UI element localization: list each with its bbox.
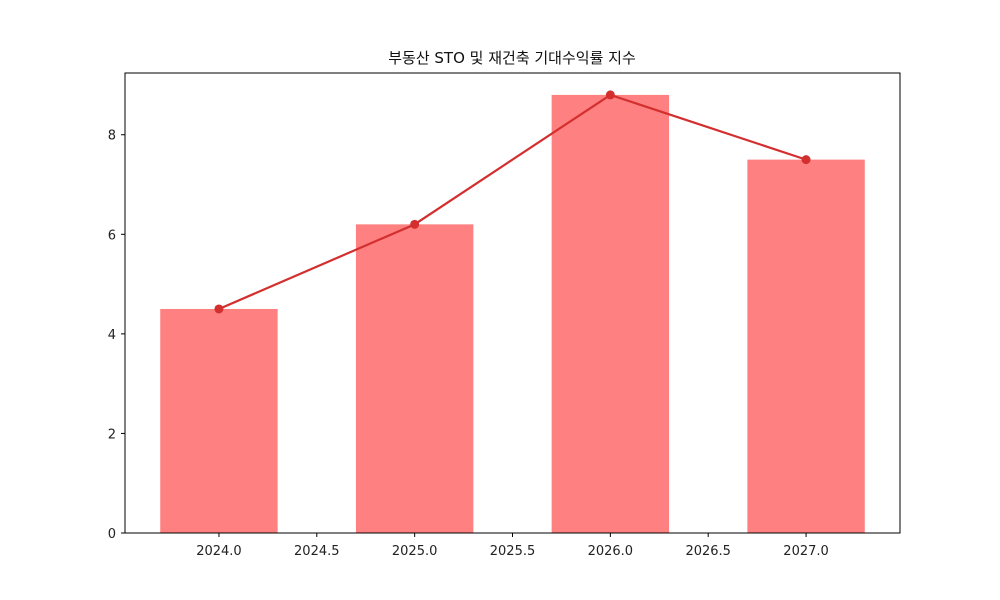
trend-line — [218, 93, 807, 310]
x-tick-label: 2026.0 — [588, 544, 634, 559]
y-tick-label: 0 — [108, 527, 116, 542]
line-marker — [801, 155, 811, 165]
line-marker — [214, 304, 224, 314]
x-tick-label: 2025.5 — [490, 544, 536, 559]
x-axis: 2024.0 2024.5 2025.0 2025.5 2026.0 2026.5 2027… — [196, 533, 829, 559]
y-axis: 0 2 4 6 8 — [108, 129, 125, 542]
line-marker — [605, 90, 615, 100]
x-tick-label: 2025.0 — [392, 544, 438, 559]
y-tick-label: 2 — [108, 427, 116, 442]
x-tick-label: 2026.5 — [685, 544, 731, 559]
y-tick-label: 8 — [108, 129, 116, 144]
bar — [160, 308, 278, 533]
bar — [747, 159, 865, 533]
x-tick-label: 2024.0 — [196, 544, 242, 559]
bar — [551, 94, 670, 534]
line-marker — [410, 219, 420, 229]
y-tick-label: 4 — [108, 328, 116, 343]
chart-title: 부동산 STO 및 재건축 기대수익률 지수 — [388, 49, 636, 67]
bar — [355, 224, 474, 534]
bar-series — [160, 94, 865, 534]
x-tick-label: 2027.0 — [783, 544, 829, 559]
x-tick-label: 2024.5 — [294, 544, 340, 559]
line-series — [214, 90, 811, 314]
y-tick-label: 6 — [108, 228, 116, 243]
